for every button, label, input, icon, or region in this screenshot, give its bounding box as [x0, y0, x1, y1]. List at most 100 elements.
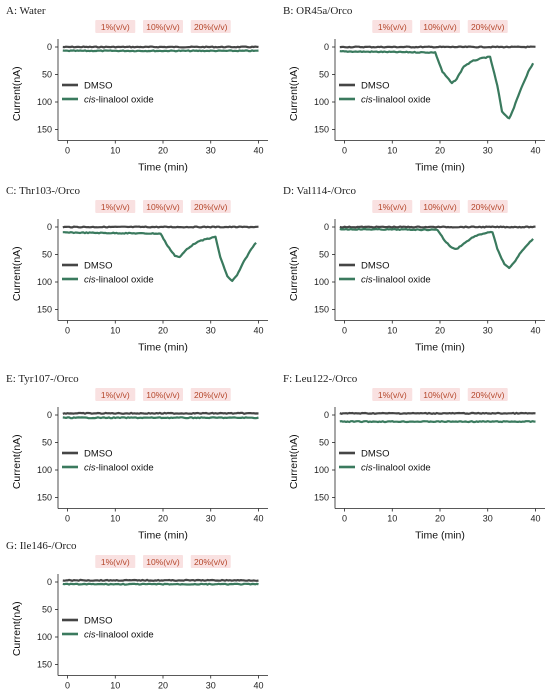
x-tick-label: 40 — [530, 514, 540, 524]
panel-title: C: Thr103-/Orco — [6, 185, 81, 197]
series-line — [339, 420, 536, 424]
y-tick-label: 100 — [37, 465, 52, 475]
y-tick-label: 150 — [37, 125, 52, 135]
concentration-label-bg — [95, 555, 136, 568]
y-tick-label: 100 — [314, 97, 329, 107]
y-tick-label: 100 — [37, 97, 52, 107]
y-tick-label: 150 — [314, 493, 329, 503]
y-tick-label: 150 — [314, 125, 329, 135]
y-tick-label: 0 — [324, 410, 329, 420]
legend-label: cis-linalool oxide — [361, 95, 431, 106]
concentration-label: 1%(v/v) — [101, 390, 130, 400]
x-tick-label: 10 — [110, 514, 120, 524]
legend-label: DMSO — [84, 81, 113, 92]
x-tick-label: 20 — [158, 681, 168, 691]
concentration-label: 10%(v/v) — [146, 390, 180, 400]
x-tick-label: 0 — [342, 326, 347, 336]
x-tick-label: 20 — [435, 514, 445, 524]
concentration-label: 1%(v/v) — [101, 22, 130, 32]
x-tick-label: 10 — [110, 326, 120, 336]
legend-label: DMSO — [361, 261, 390, 272]
series-line — [62, 49, 259, 53]
x-axis-title: Time (min) — [138, 162, 188, 174]
x-tick-label: 40 — [530, 146, 540, 156]
concentration-label: 20%(v/v) — [194, 390, 228, 400]
concentration-label-bg — [420, 200, 460, 213]
series-line — [339, 50, 535, 120]
y-tick-label: 150 — [314, 305, 329, 315]
concentration-label-bg — [95, 20, 136, 33]
x-tick-label: 30 — [206, 681, 216, 691]
x-tick-label: 30 — [206, 514, 216, 524]
x-tick-label: 0 — [65, 681, 70, 691]
series-line — [62, 225, 259, 229]
x-tick-label: 20 — [158, 146, 168, 156]
concentration-label-bg — [420, 20, 460, 33]
y-tick-label: 50 — [42, 605, 52, 615]
concentration-label: 20%(v/v) — [194, 202, 228, 212]
x-tick-label: 20 — [158, 326, 168, 336]
x-axis-title: Time (min) — [138, 530, 188, 542]
chart-panel: B: OR45a/Orco 1%(v/v) 10%(v/v) 20%(v/v) 0 50 1… — [283, 5, 545, 174]
x-tick-label: 40 — [253, 326, 263, 336]
y-axis-title: Current(nA) — [288, 246, 300, 301]
y-axis-title: Current(nA) — [288, 434, 300, 489]
y-tick-label: 100 — [37, 277, 52, 287]
concentration-label-bg — [467, 20, 508, 33]
panel-title: G: Ile146-/Orco — [6, 540, 77, 552]
y-tick-label: 150 — [37, 660, 52, 670]
series-line — [339, 225, 536, 229]
y-tick-label: 0 — [324, 42, 329, 52]
y-tick-label: 0 — [47, 410, 52, 420]
x-axis-title: Time (min) — [415, 530, 465, 542]
x-tick-label: 30 — [483, 146, 493, 156]
x-tick-label: 10 — [387, 326, 397, 336]
legend-label: DMSO — [84, 261, 113, 272]
chart-panel: C: Thr103-/Orco 1%(v/v) 10%(v/v) 20%(v/v) 0 5… — [6, 185, 268, 354]
concentration-label: 10%(v/v) — [423, 202, 457, 212]
concentration-label: 10%(v/v) — [423, 22, 457, 32]
x-tick-label: 40 — [253, 146, 263, 156]
series-line — [62, 578, 259, 582]
concentration-label-bg — [143, 20, 183, 33]
y-tick-label: 100 — [314, 465, 329, 475]
y-tick-label: 150 — [37, 493, 52, 503]
x-tick-label: 10 — [110, 681, 120, 691]
legend-label: cis-linalool oxide — [84, 275, 154, 286]
chart-panel: F: Leu122-/Orco 1%(v/v) 10%(v/v) 20%(v/v) 0 5… — [283, 373, 545, 542]
y-tick-label: 150 — [37, 305, 52, 315]
concentration-label: 20%(v/v) — [194, 557, 228, 567]
concentration-label: 1%(v/v) — [378, 22, 407, 32]
concentration-label-bg — [143, 388, 183, 401]
y-axis-title: Current(nA) — [11, 601, 23, 656]
series-line — [62, 411, 259, 415]
x-tick-label: 30 — [206, 146, 216, 156]
x-tick-label: 20 — [435, 326, 445, 336]
concentration-label-bg — [190, 388, 231, 401]
y-tick-label: 50 — [319, 250, 329, 260]
concentration-label-bg — [467, 200, 508, 213]
x-tick-label: 10 — [387, 514, 397, 524]
concentration-label: 1%(v/v) — [101, 557, 130, 567]
series-line — [339, 227, 534, 270]
y-axis-title: Current(nA) — [11, 246, 23, 301]
x-tick-label: 0 — [342, 146, 347, 156]
x-tick-label: 40 — [530, 326, 540, 336]
x-tick-label: 40 — [253, 514, 263, 524]
series-line — [62, 45, 259, 49]
chart-panel: D: Val114-/Orco 1%(v/v) 10%(v/v) 20%(v/v) 0 5… — [283, 185, 545, 354]
concentration-label-bg — [143, 555, 183, 568]
concentration-label: 10%(v/v) — [146, 202, 180, 212]
x-tick-label: 20 — [435, 146, 445, 156]
x-tick-label: 0 — [65, 146, 70, 156]
y-axis-title: Current(nA) — [288, 66, 300, 121]
x-tick-label: 0 — [65, 514, 70, 524]
series-line — [339, 45, 536, 49]
x-axis-title: Time (min) — [415, 342, 465, 354]
concentration-label-bg — [190, 20, 231, 33]
concentration-label: 1%(v/v) — [378, 202, 407, 212]
y-axis-title: Current(nA) — [11, 66, 23, 121]
legend-label: DMSO — [361, 449, 390, 460]
panel-title: B: OR45a/Orco — [283, 5, 353, 17]
